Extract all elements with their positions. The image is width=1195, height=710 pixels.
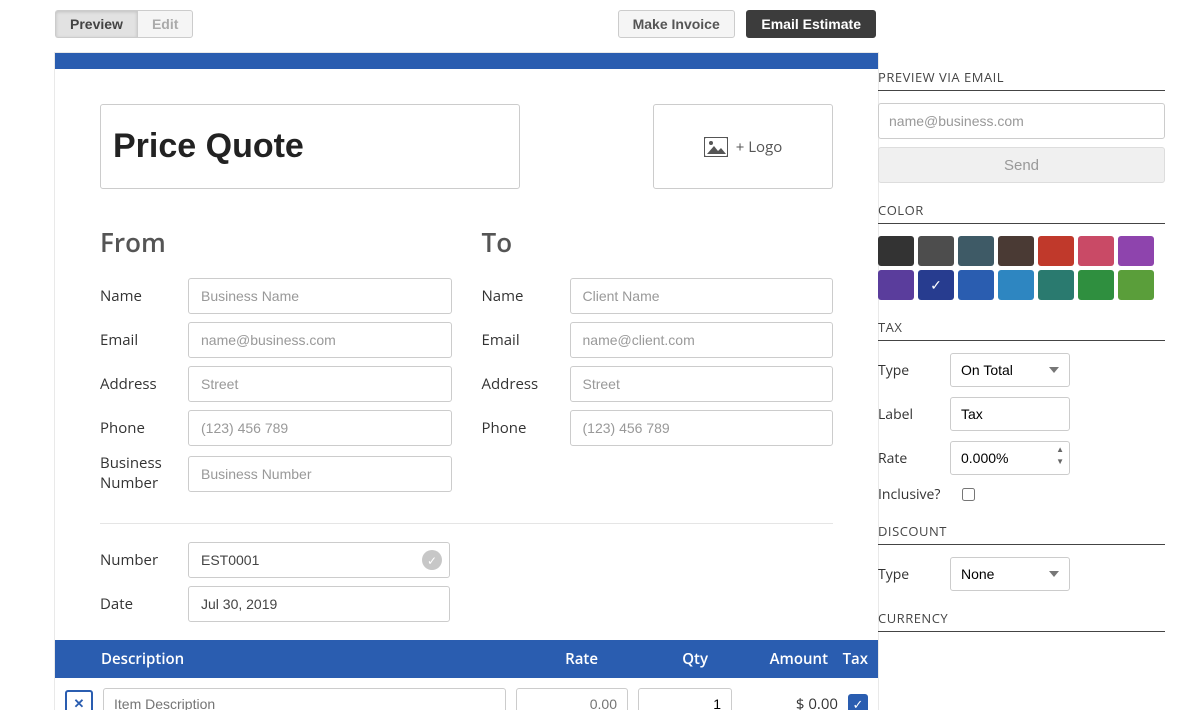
add-logo-label: + Logo <box>736 137 783 157</box>
from-section: From Name Email Address <box>100 224 452 501</box>
item-rate-input[interactable] <box>516 688 628 710</box>
color-swatch[interactable]: ✓ <box>918 270 954 300</box>
currency-heading: CURRENCY <box>878 609 1165 632</box>
tax-inclusive-checkbox[interactable] <box>962 488 975 501</box>
view-toggle: Preview Edit <box>55 10 193 38</box>
check-circle-icon: ✓ <box>422 550 442 570</box>
email-estimate-button[interactable]: Email Estimate <box>746 10 876 38</box>
color-swatch[interactable] <box>878 270 914 300</box>
discount-type-select[interactable]: None <box>950 557 1070 591</box>
number-input[interactable] <box>188 542 450 578</box>
line-item-row: ✕ $ 0.00 ✓ <box>55 678 878 710</box>
to-address-input[interactable] <box>570 366 834 402</box>
col-description: Description <box>95 649 478 669</box>
tax-rate-label: Rate <box>878 449 950 468</box>
date-input[interactable] <box>188 586 450 622</box>
tax-rate-input[interactable] <box>950 441 1070 475</box>
discount-type-label: Type <box>878 565 950 584</box>
color-heading: COLOR <box>878 201 1165 224</box>
to-email-input[interactable] <box>570 322 834 358</box>
discount-heading: DISCOUNT <box>878 522 1165 545</box>
col-amount: Amount <box>708 649 828 669</box>
color-swatch[interactable] <box>958 236 994 266</box>
preview-email-input[interactable] <box>878 103 1165 139</box>
color-swatch[interactable] <box>878 236 914 266</box>
tax-label-label: Label <box>878 405 950 424</box>
tax-inclusive-label: Inclusive? <box>878 485 940 504</box>
from-phone-input[interactable] <box>188 410 452 446</box>
from-address-input[interactable] <box>188 366 452 402</box>
to-name-input[interactable] <box>570 278 834 314</box>
color-swatch[interactable] <box>1078 236 1114 266</box>
line-items-header: Description Rate Qty Amount Tax <box>55 640 878 678</box>
close-icon: ✕ <box>74 696 85 710</box>
rate-step-up[interactable]: ▲ <box>1054 444 1066 456</box>
preview-email-heading: PREVIEW VIA EMAIL <box>878 68 1165 91</box>
date-label: Date <box>100 594 188 614</box>
color-swatch[interactable] <box>1038 270 1074 300</box>
settings-sidebar: PREVIEW VIA EMAIL Send COLOR ✓ TAX Type … <box>878 0 1195 710</box>
divider <box>100 523 833 524</box>
item-description-input[interactable] <box>103 688 506 710</box>
color-swatch[interactable] <box>998 236 1034 266</box>
to-address-label: Address <box>482 374 570 394</box>
item-amount: $ 0.00 <box>742 694 838 710</box>
number-label: Number <box>100 550 188 570</box>
color-swatch[interactable] <box>1078 270 1114 300</box>
from-name-input[interactable] <box>188 278 452 314</box>
from-biznum-label: Business Number <box>100 454 188 493</box>
delete-line-button[interactable]: ✕ <box>65 690 93 710</box>
tax-type-select[interactable]: On Total <box>950 353 1070 387</box>
image-icon <box>704 137 728 157</box>
preview-tab[interactable]: Preview <box>55 10 137 38</box>
color-swatch[interactable] <box>998 270 1034 300</box>
col-tax: Tax <box>828 649 868 669</box>
make-invoice-button[interactable]: Make Invoice <box>618 10 735 38</box>
check-icon: ✓ <box>930 276 942 295</box>
to-name-label: Name <box>482 286 570 306</box>
from-biznum-input[interactable] <box>188 456 452 492</box>
col-rate: Rate <box>478 649 598 669</box>
color-swatch[interactable] <box>1118 236 1154 266</box>
item-qty-input[interactable] <box>638 688 732 710</box>
to-phone-input[interactable] <box>570 410 834 446</box>
estimate-document: + Logo From Name Email <box>55 53 878 710</box>
color-swatch[interactable] <box>1118 270 1154 300</box>
from-heading: From <box>100 224 452 260</box>
edit-tab[interactable]: Edit <box>137 10 193 38</box>
to-email-label: Email <box>482 330 570 350</box>
from-email-label: Email <box>100 330 188 350</box>
color-swatch[interactable] <box>1038 236 1074 266</box>
rate-step-down[interactable]: ▼ <box>1054 456 1066 468</box>
add-logo-button[interactable]: + Logo <box>653 104 833 189</box>
document-title-input[interactable] <box>100 104 520 189</box>
from-email-input[interactable] <box>188 322 452 358</box>
from-name-label: Name <box>100 286 188 306</box>
from-address-label: Address <box>100 374 188 394</box>
to-section: To Name Email Address <box>482 224 834 501</box>
to-heading: To <box>482 224 834 260</box>
color-swatches: ✓ <box>878 236 1165 300</box>
from-phone-label: Phone <box>100 418 188 438</box>
color-swatch[interactable] <box>918 236 954 266</box>
check-icon: ✓ <box>853 695 864 710</box>
toolbar: Preview Edit Make Invoice Email Estimate <box>55 10 878 38</box>
item-tax-checkbox[interactable]: ✓ <box>848 694 868 710</box>
col-qty: Qty <box>598 649 708 669</box>
send-preview-button[interactable]: Send <box>878 147 1165 183</box>
color-swatch[interactable] <box>958 270 994 300</box>
tax-type-label: Type <box>878 361 950 380</box>
tax-heading: TAX <box>878 318 1165 341</box>
to-phone-label: Phone <box>482 418 570 438</box>
tax-label-input[interactable] <box>950 397 1070 431</box>
